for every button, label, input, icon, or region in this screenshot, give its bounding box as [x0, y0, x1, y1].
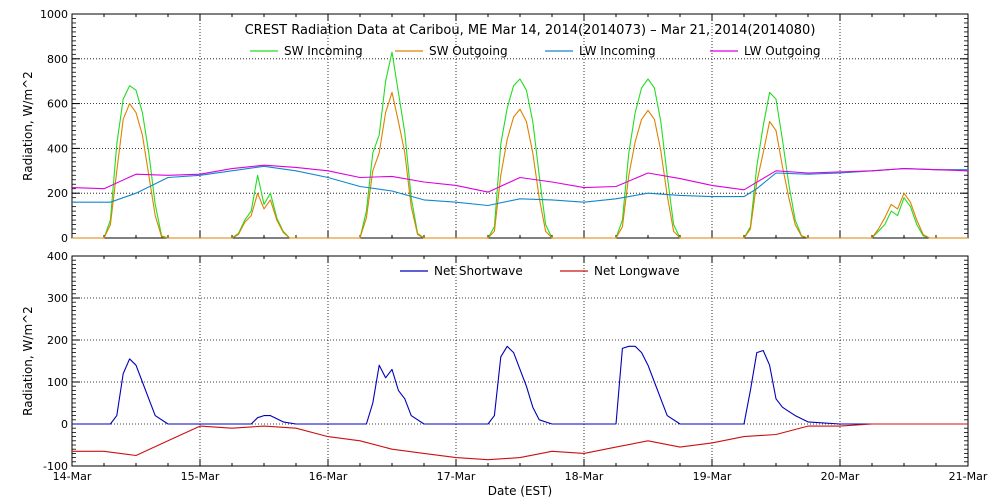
bottom-series-net-shortwave [72, 345, 968, 425]
legend-label-lw-incoming: LW Incoming [579, 44, 656, 58]
bottom-y-tick-label: 0 [61, 418, 68, 431]
top-y-tick-label: 1000 [40, 8, 68, 21]
top-series-lw-incoming [72, 165, 968, 207]
top-series-sw-incoming [72, 51, 968, 239]
legend-label-sw-incoming: SW Incoming [284, 44, 363, 58]
chart-title: CREST Radiation Data at Caribou, ME Mar … [245, 23, 816, 38]
bottom-series-net-longwave [72, 423, 968, 461]
x-axis-label: Date (EST) [488, 484, 552, 498]
x-tick-label: 14-Mar [53, 470, 92, 483]
bottom-y-tick-label: 200 [47, 334, 68, 347]
legend-label-net-longwave: Net Longwave [594, 264, 680, 278]
bottom-y-tick-label: 300 [47, 292, 68, 305]
bottom-y-axis-label: Radiation, W/m^2 [21, 306, 35, 416]
x-tick-label: 18-Mar [565, 470, 604, 483]
bottom-plot-frame [71, 255, 969, 467]
bottom-panel: 14-Mar 15-Mar 16-Mar 17-Mar 18-Mar 19-Mar 20-M… [21, 250, 988, 483]
top-y-tick-label: 600 [47, 98, 68, 111]
top-y-tick-label: 200 [47, 187, 68, 200]
top-y-tick-label: 800 [47, 53, 68, 66]
bottom-y-tick-label: 100 [47, 376, 68, 389]
top-series-lw-outgoing [71, 164, 969, 193]
legend-label-sw-outgoing: SW Outgoing [429, 44, 508, 58]
bottom-y-tick-label: -100 [43, 460, 68, 473]
top-series-sw-outgoing [72, 91, 968, 239]
legend-label-net-shortwave: Net Shortwave [434, 264, 523, 278]
x-tick-label: 21-Mar [949, 470, 988, 483]
top-panel: 0 200 400 600 800 1000 Radiation, W/m^2 SW Inco… [21, 8, 969, 245]
top-y-tick-label: 400 [47, 142, 68, 155]
x-tick-label: 15-Mar [181, 470, 220, 483]
x-tick-label: 16-Mar [309, 470, 348, 483]
legend-label-lw-outgoing: LW Outgoing [744, 44, 821, 58]
top-y-axis-label: Radiation, W/m^2 [21, 71, 35, 181]
x-tick-label: 20-Mar [821, 470, 860, 483]
x-tick-label: 17-Mar [437, 470, 476, 483]
top-plot-frame [71, 13, 969, 239]
bottom-y-tick-label: 400 [47, 250, 68, 263]
x-tick-label: 19-Mar [693, 470, 732, 483]
top-y-tick-label: 0 [61, 232, 68, 245]
